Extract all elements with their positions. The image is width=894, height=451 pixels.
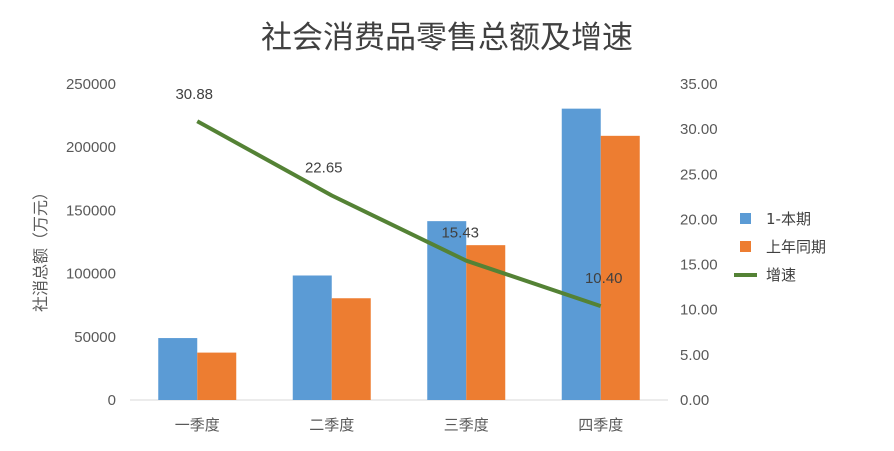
y-axis-label: 社消总额（万元） xyxy=(31,184,50,312)
right-tick-label: 15.00 xyxy=(680,257,718,274)
chart-title: 社会消费品零售总额及增速 xyxy=(261,20,633,56)
bar-series xyxy=(158,108,640,400)
category-label: 一季度 xyxy=(175,416,220,434)
category-label: 四季度 xyxy=(578,416,623,434)
left-axis-ticks: 0 50000 100000 150000 200000 250000 xyxy=(66,76,116,409)
right-tick-label: 20.00 xyxy=(680,211,718,228)
growth-data-label: 30.88 xyxy=(175,86,213,103)
category-label: 二季度 xyxy=(309,416,354,434)
growth-data-label: 10.40 xyxy=(585,270,623,287)
right-tick-label: 10.00 xyxy=(680,302,718,319)
growth-line xyxy=(196,119,602,308)
left-tick-label: 200000 xyxy=(66,139,116,156)
x-axis-ticks: 一季度 二季度 三季度 四季度 xyxy=(175,416,624,434)
left-tick-label: 0 xyxy=(108,392,116,409)
right-tick-label: 5.00 xyxy=(680,347,709,364)
right-tick-label: 35.00 xyxy=(680,76,718,93)
right-tick-label: 30.00 xyxy=(680,121,718,138)
right-tick-label: 0.00 xyxy=(680,392,709,409)
bar-last-year xyxy=(331,298,371,400)
legend-swatch xyxy=(740,241,751,252)
bar-last-year xyxy=(197,352,237,400)
bar-last-year xyxy=(600,135,640,400)
growth-data-label: 15.43 xyxy=(441,225,479,242)
left-tick-label: 50000 xyxy=(74,329,116,346)
right-tick-label: 25.00 xyxy=(680,166,718,183)
bar-current xyxy=(561,108,601,400)
legend-label: 增速 xyxy=(766,266,796,284)
left-tick-label: 150000 xyxy=(66,202,116,219)
bar-current xyxy=(292,275,332,400)
legend-label: 上年同期 xyxy=(766,238,826,256)
legend-label: 1-本期 xyxy=(766,210,811,228)
right-axis-ticks: 0.00 5.00 10.00 15.00 20.00 25.00 30.00 35.00 xyxy=(680,76,718,409)
bar-current xyxy=(427,221,467,400)
left-tick-label: 100000 xyxy=(66,266,116,283)
line-series: 30.88 22.65 15.43 10.40 xyxy=(175,86,623,308)
category-label: 三季度 xyxy=(444,416,489,434)
growth-data-label: 22.65 xyxy=(305,160,343,177)
legend-swatch xyxy=(740,213,751,224)
left-tick-label: 250000 xyxy=(66,76,116,93)
bar-current xyxy=(158,338,198,400)
